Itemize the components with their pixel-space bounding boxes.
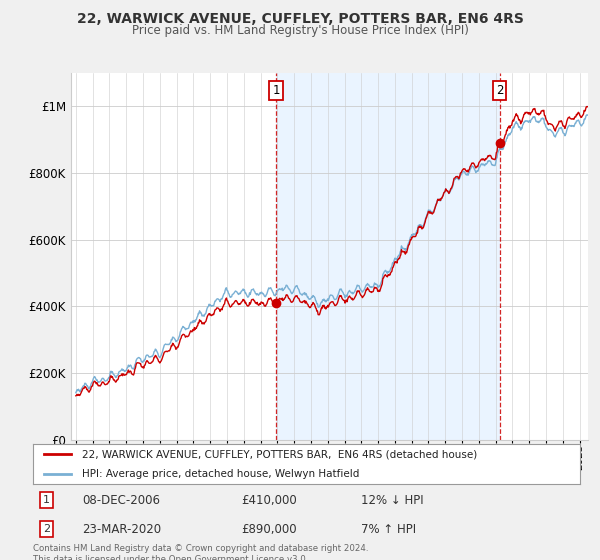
- Bar: [276, 73, 500, 440]
- Text: 22, WARWICK AVENUE, CUFFLEY, POTTERS BAR,  EN6 4RS (detached house): 22, WARWICK AVENUE, CUFFLEY, POTTERS BAR…: [82, 449, 478, 459]
- Text: 22, WARWICK AVENUE, CUFFLEY, POTTERS BAR, EN6 4RS: 22, WARWICK AVENUE, CUFFLEY, POTTERS BAR…: [77, 12, 523, 26]
- Text: £410,000: £410,000: [241, 494, 296, 507]
- Text: 08-DEC-2006: 08-DEC-2006: [82, 494, 160, 507]
- Text: 1: 1: [43, 495, 50, 505]
- Text: HPI: Average price, detached house, Welwyn Hatfield: HPI: Average price, detached house, Welw…: [82, 469, 359, 479]
- Text: 2: 2: [496, 84, 503, 97]
- Text: 12% ↓ HPI: 12% ↓ HPI: [361, 494, 424, 507]
- Text: 23-MAR-2020: 23-MAR-2020: [82, 522, 161, 535]
- Text: 2: 2: [43, 524, 50, 534]
- Text: Contains HM Land Registry data © Crown copyright and database right 2024.
This d: Contains HM Land Registry data © Crown c…: [33, 544, 368, 560]
- Text: Price paid vs. HM Land Registry's House Price Index (HPI): Price paid vs. HM Land Registry's House …: [131, 24, 469, 36]
- Text: £890,000: £890,000: [241, 522, 296, 535]
- Text: 1: 1: [272, 84, 280, 97]
- Text: 7% ↑ HPI: 7% ↑ HPI: [361, 522, 416, 535]
